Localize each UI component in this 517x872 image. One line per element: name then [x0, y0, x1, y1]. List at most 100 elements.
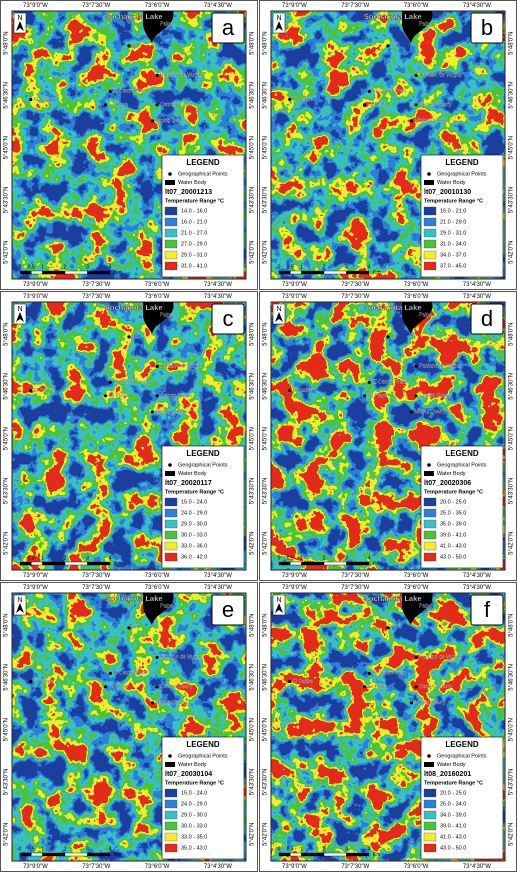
- lon-label: 73°4'30"W: [204, 585, 232, 591]
- legend-swatch: [423, 810, 437, 820]
- lat-label: 5°48'0"N: [263, 613, 269, 636]
- lon-label: 73°4'30"W: [204, 282, 232, 288]
- legend-range: 39.0 - 41.0: [440, 532, 466, 538]
- place-point: [386, 44, 390, 48]
- lat-label: 5°48'0"N: [509, 613, 515, 636]
- place-point: [155, 394, 159, 398]
- lat-label: 5°48'0"N: [4, 613, 10, 636]
- lon-label: 73°6'0"W: [145, 282, 170, 288]
- place-point: [414, 313, 418, 317]
- lon-label: 73°6'0"W: [145, 294, 170, 300]
- lon-label: 73°7'30"W: [82, 573, 110, 579]
- scale-label: 3: [345, 555, 348, 561]
- lat-label: 5°43'30"N: [4, 769, 10, 796]
- lon-label: 73°6'0"W: [145, 864, 170, 870]
- image-id: lt08_20160201: [424, 771, 471, 778]
- scale-unit: Km: [373, 561, 381, 567]
- lat-label: 5°45'0"N: [250, 427, 256, 450]
- scale-segment: [31, 270, 43, 275]
- panel-letter: d: [481, 306, 493, 331]
- place-label: Mining Quarry: [414, 118, 446, 124]
- place-point: [127, 626, 131, 630]
- scale-segment: [19, 852, 32, 857]
- place-point: [108, 380, 112, 384]
- legend-title: LEGEND: [445, 449, 479, 458]
- legend-range: 21.0 - 29.0: [440, 219, 466, 225]
- scale-label: 0: [19, 555, 22, 561]
- place-label: Mining Quarry: [155, 409, 187, 415]
- scale-label: 1: [41, 264, 44, 270]
- legend-range: 29.0 - 30.0: [181, 812, 207, 818]
- legend-range: 37.0 - 45.0: [440, 263, 466, 269]
- lat-label: 5°43'30"N: [250, 769, 256, 796]
- legend-swatch: [164, 799, 178, 809]
- legend-range: 21.0 - 27.0: [181, 230, 207, 236]
- scale-segment: [301, 561, 325, 566]
- scale-label: 2: [64, 264, 67, 270]
- legend-swatch: [423, 832, 437, 842]
- legend-water: Water Body: [437, 471, 466, 477]
- lat-label: 5°42'0"N: [509, 532, 515, 555]
- scale-label: 4: [368, 264, 371, 270]
- place-point: [155, 604, 159, 608]
- lat-label: 5°42'0"N: [250, 241, 256, 264]
- legend-swatch: [423, 217, 437, 227]
- place-label: ITP: [132, 625, 140, 631]
- letter-box: [211, 303, 245, 335]
- place-label: ITP: [132, 334, 140, 340]
- place-label: El Centro Town: [372, 380, 406, 386]
- lat-label: 5°42'0"N: [4, 532, 10, 555]
- lon-label: 73°4'30"W: [204, 3, 232, 9]
- lat-label: 5°45'0"N: [509, 718, 515, 741]
- legend-water: Water Body: [437, 180, 466, 186]
- place-point: [104, 103, 108, 107]
- letter-box: [470, 303, 504, 335]
- place-label: Pantano de Vargas: [419, 655, 462, 661]
- legend-points: Geographical Points: [178, 171, 228, 177]
- lon-label: 73°7'30"W: [82, 282, 110, 288]
- scale-segment: [42, 852, 66, 857]
- lat-label: 5°45'0"N: [263, 718, 269, 741]
- lat-label: 5°48'0"N: [4, 31, 10, 54]
- legend-water-symbol: [165, 180, 175, 185]
- lat-label: 5°45'0"N: [4, 136, 10, 159]
- place-point: [367, 380, 371, 384]
- legend-range: 33.0 - 35.0: [181, 834, 207, 840]
- place-point: [127, 44, 131, 48]
- place-label: La Playa: [368, 393, 388, 399]
- legend-point-symbol: [427, 463, 431, 467]
- lat-label: 5°42'0"N: [263, 241, 269, 264]
- lake-label: Sochagota Lake: [105, 303, 163, 312]
- legend-swatch: [423, 239, 437, 249]
- place-point: [104, 685, 108, 689]
- place-point: [150, 119, 154, 123]
- scale-segment: [323, 852, 347, 857]
- place-point: [29, 388, 33, 393]
- lat-label: 5°48'0"N: [263, 31, 269, 54]
- legend-points: Geographical Points: [437, 462, 487, 468]
- lon-label: 73°4'30"W: [463, 573, 491, 579]
- lat-label: 5°46'30"N: [250, 664, 256, 691]
- map-border: [11, 592, 247, 862]
- scale-segment: [346, 270, 370, 275]
- place-label: Paipa: [419, 22, 432, 28]
- panel-letter: f: [484, 597, 491, 622]
- place-label: ITP: [132, 43, 140, 49]
- map-border: [270, 592, 506, 862]
- scale-label: 3: [86, 555, 89, 561]
- lon-label: 73°9'0"W: [282, 573, 307, 579]
- legend-range: 15.0 - 21.0: [440, 208, 466, 214]
- lat-label: 5°46'30"N: [263, 664, 269, 691]
- scale-label: 1: [300, 846, 303, 852]
- place-point: [386, 626, 390, 630]
- north-label: N: [276, 597, 281, 604]
- lon-label: 73°7'30"W: [341, 282, 369, 288]
- lat-label: 5°48'0"N: [250, 31, 256, 54]
- legend-point-symbol: [427, 172, 431, 176]
- lat-label: 5°46'30"N: [250, 373, 256, 400]
- scale-label: 4: [109, 264, 112, 270]
- scale-unit: Km: [114, 852, 122, 858]
- legend-swatch: [164, 228, 178, 238]
- place-label: Pantano de Vargas: [160, 364, 203, 370]
- legend-range: 43.0 - 50.0: [440, 554, 466, 560]
